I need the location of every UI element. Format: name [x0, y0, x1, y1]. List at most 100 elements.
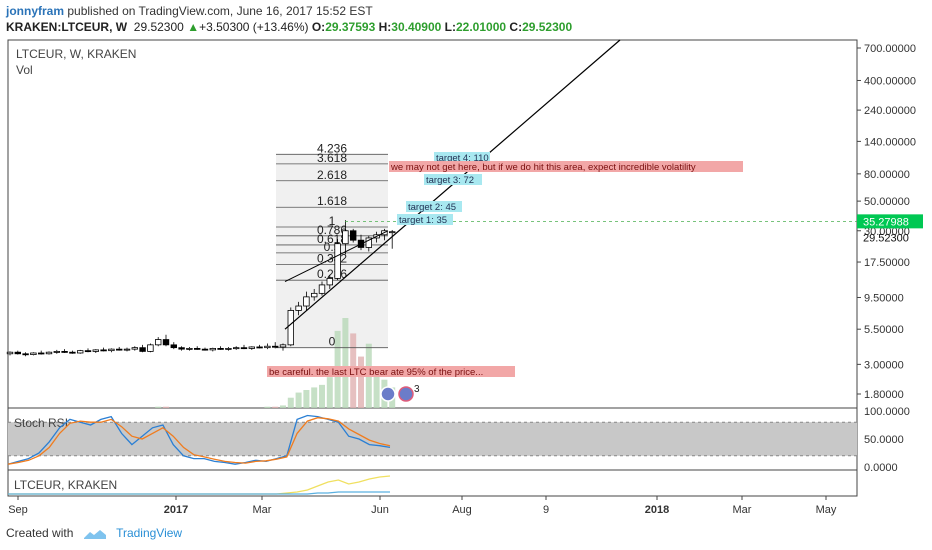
symbol-info: KRAKEN:LTCEUR, W 29.52300 ▲+3.50300 (+13…	[6, 20, 572, 34]
volume-bar	[311, 387, 318, 408]
annotation-background	[397, 214, 453, 225]
comparison-pane-frame	[7, 469, 858, 497]
candle-body	[217, 347, 224, 350]
candle-body	[30, 352, 37, 355]
fib-level-label: 0.786	[317, 223, 347, 237]
price-tick-label: 400.00000	[864, 75, 916, 87]
comparison-line	[8, 491, 390, 495]
current-price-tag	[857, 214, 923, 229]
stoch-tick-label: 0.0000	[864, 462, 898, 474]
volume-bar	[280, 405, 286, 408]
annotation-background	[434, 152, 490, 163]
open-label: O:	[311, 20, 326, 34]
candle-body	[342, 230, 349, 245]
created-with-text: Created with	[6, 526, 74, 540]
stoch-tick-label: 50.0000	[864, 434, 904, 446]
annotation-label: target 2: 45	[408, 202, 456, 213]
low-value: 22.01000	[456, 20, 507, 34]
time-tick-label: Sep	[8, 504, 28, 516]
time-tick-label: Mar	[253, 504, 272, 516]
volume-bar	[373, 369, 380, 408]
fib-level-label: 1.618	[317, 194, 347, 208]
high-label: H:	[378, 20, 392, 34]
footer: Created with TradingView	[6, 526, 182, 540]
author-name[interactable]: jonnyfram	[6, 4, 65, 18]
candle-body	[303, 296, 310, 307]
event-badge-icon	[398, 386, 414, 402]
price-tick-label: 30.00000	[864, 226, 910, 238]
symbol-label: KRAKEN:LTCEUR, W	[6, 20, 128, 34]
candle-body	[178, 347, 185, 350]
price-tick-label: 700.00000	[864, 43, 916, 55]
candle-body	[22, 353, 29, 356]
publish-info: jonnyfram published on TradingView.com, …	[6, 4, 373, 18]
fib-level-label: 0	[329, 335, 336, 349]
candle-body	[6, 351, 14, 355]
price-tick-label: 5.50000	[864, 324, 904, 336]
time-tick-label: May	[816, 504, 837, 516]
candle-body	[264, 345, 271, 349]
candle-body	[334, 243, 341, 279]
candle-body	[271, 345, 279, 348]
candle-body	[53, 351, 60, 353]
brand-name[interactable]: TradingView	[116, 526, 183, 540]
candle-body	[209, 347, 216, 351]
candle-body	[225, 347, 232, 350]
price-change: +3.50300 (+13.46%)	[199, 20, 309, 34]
stoch-tick-label: 100.0000	[864, 406, 910, 418]
candle-body	[69, 351, 76, 354]
tradingview-logo-icon	[83, 529, 106, 539]
volume-bar	[272, 406, 279, 408]
candle-body	[162, 339, 170, 346]
annotation-background	[424, 174, 482, 185]
candle-body	[279, 344, 287, 348]
channel-line	[284, 230, 389, 283]
stoch-d-line	[7, 417, 391, 465]
current-price-label: 35.27988	[863, 216, 909, 228]
candle-body	[201, 348, 209, 351]
low-label: L:	[444, 20, 456, 34]
price-tick-label: 80.00000	[864, 169, 910, 181]
time-tick-label: Jun	[371, 504, 389, 516]
published-text: published on TradingView.com, June 16, 2…	[67, 4, 373, 18]
candle-body	[170, 344, 177, 349]
comparison-pane-title: LTCEUR, KRAKEN	[14, 478, 117, 492]
annotation-background	[406, 201, 462, 212]
time-tick-label: Aug	[452, 504, 472, 516]
volume-bar	[358, 356, 364, 408]
badge-count: 3	[414, 384, 420, 395]
volume-bar	[295, 392, 302, 408]
candle-body	[61, 351, 68, 353]
price-tick-label: 240.00000	[864, 105, 916, 117]
open-value: 29.37593	[325, 20, 376, 34]
candle-body	[139, 347, 146, 352]
volume-label: Vol	[16, 63, 33, 77]
volume-bar	[287, 397, 294, 408]
event-badge-icon	[380, 386, 396, 402]
main-pane-title: LTCEUR, W, KRAKEN	[16, 47, 136, 61]
candle-body	[147, 344, 154, 352]
volume-bar	[326, 377, 333, 408]
annotation-background	[389, 161, 743, 172]
candle-body	[240, 347, 248, 350]
candle-body	[77, 350, 84, 354]
last-price: 29.52300	[133, 20, 184, 34]
annotation-label: be careful. the last LTC bear ate 95% of…	[269, 367, 483, 378]
candle-body	[84, 350, 92, 353]
candle-body	[92, 349, 99, 352]
candle-body	[287, 310, 294, 346]
high-value: 30.40900	[391, 20, 442, 34]
price-tick-label: 9.50000	[864, 292, 904, 304]
annotation-label: we may not get here, but if we do hit th…	[390, 162, 696, 173]
annotation-background	[267, 366, 515, 377]
candle-body	[116, 348, 123, 351]
fib-level-label: 2.618	[317, 168, 347, 182]
volume-bar	[264, 406, 271, 408]
candle-body	[186, 347, 193, 350]
fib-extension-box	[276, 154, 388, 348]
candle-body	[131, 347, 138, 350]
fib-level-label: 1	[329, 214, 336, 228]
price-tick-label: 17.50000	[864, 257, 910, 269]
time-tick-label: 9	[543, 504, 549, 516]
